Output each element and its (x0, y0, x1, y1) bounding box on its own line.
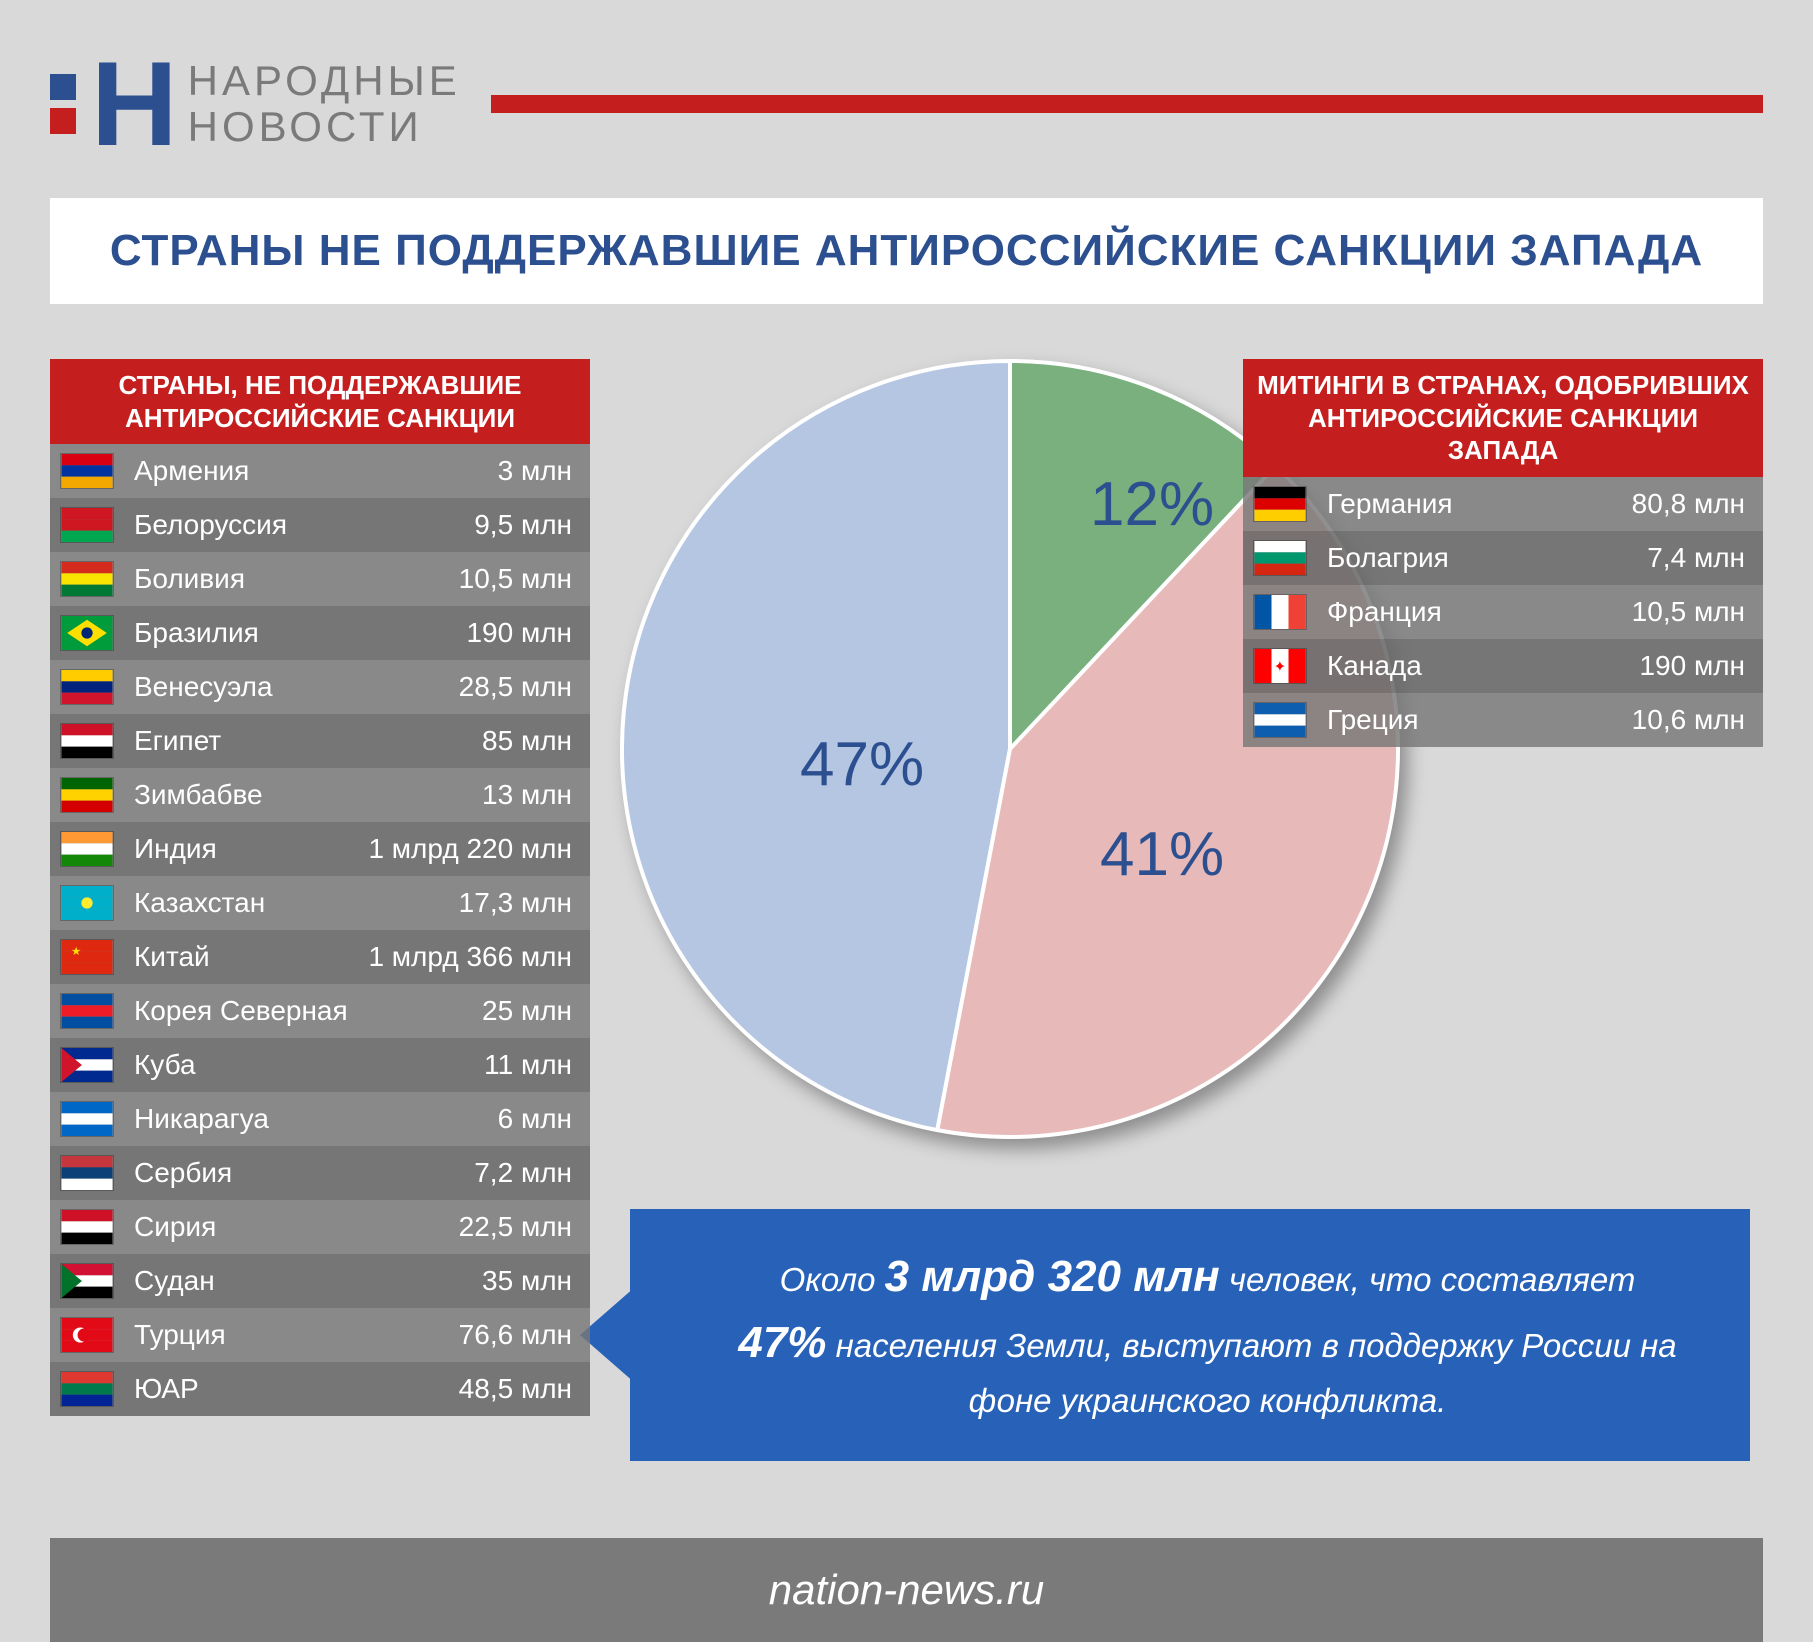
table-row: Египет85 млн (50, 714, 590, 768)
table-row: Корея Северная25 млн (50, 984, 590, 1038)
right-panel-header: МИТИНГИ В СТРАНАХ, ОДОБРИВШИХ АНТИРОССИЙ… (1243, 359, 1763, 477)
footer: nation-news.ru (50, 1538, 1763, 1642)
accent-bar (491, 95, 1763, 113)
table-row: Белоруссия9,5 млн (50, 498, 590, 552)
country-name: Зимбабве (134, 779, 482, 811)
country-value: 11 млн (484, 1049, 572, 1081)
country-name: Белоруссия (134, 509, 474, 541)
country-value: 10,5 млн (459, 563, 572, 595)
country-name: Казахстан (134, 887, 459, 919)
country-name: Сирия (134, 1211, 459, 1243)
country-name: Египет (134, 725, 482, 757)
table-row: Сербия7,2 млн (50, 1146, 590, 1200)
country-value: 6 млн (498, 1103, 572, 1135)
country-name: Болагрия (1327, 542, 1647, 574)
country-value: 80,8 млн (1632, 488, 1745, 520)
brand-line2: НОВОСТИ (188, 104, 461, 150)
country-name: Корея Северная (134, 995, 482, 1027)
country-name: Армения (134, 455, 498, 487)
country-name: Сербия (134, 1157, 474, 1189)
country-name: Судан (134, 1265, 482, 1297)
country-name: Куба (134, 1049, 484, 1081)
svg-text:★: ★ (71, 946, 81, 958)
pie-slice-label: 41% (1100, 819, 1224, 890)
country-value: 7,2 млн (474, 1157, 572, 1189)
header: Н НАРОДНЫЕ НОВОСТИ (0, 0, 1813, 198)
country-value: 25 млн (482, 995, 572, 1027)
country-value: 35 млн (482, 1265, 572, 1297)
table-row: ✦ Канада190 млн (1243, 639, 1763, 693)
country-name: ЮАР (134, 1373, 459, 1405)
left-panel: СТРАНЫ, НЕ ПОДДЕРЖАВШИЕ АНТИРОССИЙСКИЕ С… (50, 359, 590, 1416)
table-row: Греция10,6 млн (1243, 693, 1763, 747)
country-value: 10,6 млн (1632, 704, 1745, 736)
left-panel-header: СТРАНЫ, НЕ ПОДДЕРЖАВШИЕ АНТИРОССИЙСКИЕ С… (50, 359, 590, 444)
table-row: Индия1 млрд 220 млн (50, 822, 590, 876)
logo: Н НАРОДНЫЕ НОВОСТИ (50, 35, 461, 173)
table-row: Сирия22,5 млн (50, 1200, 590, 1254)
country-value: 10,5 млн (1632, 596, 1745, 628)
brand-line1: НАРОДНЫЕ (188, 58, 461, 104)
pie-slice-label: 47% (800, 729, 924, 800)
country-value: 85 млн (482, 725, 572, 757)
table-row: Зимбабве13 млн (50, 768, 590, 822)
right-panel: МИТИНГИ В СТРАНАХ, ОДОБРИВШИХ АНТИРОССИЙ… (1243, 359, 1763, 747)
table-row: Судан35 млн (50, 1254, 590, 1308)
country-name: Боливия (134, 563, 459, 595)
table-row: Германия80,8 млн (1243, 477, 1763, 531)
page-title: СТРАНЫ НЕ ПОДДЕРЖАВШИЕ АНТИРОССИЙСКИЕ СА… (50, 198, 1763, 304)
country-value: 17,3 млн (459, 887, 572, 919)
country-name: Венесуэла (134, 671, 459, 703)
table-row: Венесуэла28,5 млн (50, 660, 590, 714)
logo-letter: Н (91, 35, 173, 173)
table-row: Франция10,5 млн (1243, 585, 1763, 639)
country-value: 13 млн (482, 779, 572, 811)
country-value: 1 млрд 366 млн (368, 941, 572, 973)
left-rows: Армения3 млнБелоруссия9,5 млнБоливия10,5… (50, 444, 590, 1416)
table-row: Болагрия7,4 млн (1243, 531, 1763, 585)
country-name: Китай (134, 941, 368, 973)
country-name: Германия (1327, 488, 1632, 520)
main-area: 47% 12% 41% СТРАНЫ, НЕ ПОДДЕРЖАВШИЕ АНТИРО… (50, 339, 1763, 1489)
title-text: СТРАНЫ НЕ ПОДДЕРЖАВШИЕ АНТИРОССИЙСКИЕ СА… (110, 226, 1703, 275)
pie-slice-label: 12% (1090, 469, 1214, 540)
country-value: 28,5 млн (459, 671, 572, 703)
country-value: 7,4 млн (1647, 542, 1745, 574)
country-value: 190 млн (466, 617, 572, 649)
svg-text:✦: ✦ (1274, 658, 1287, 675)
country-name: Турция (134, 1319, 459, 1351)
country-name: Индия (134, 833, 368, 865)
country-value: 1 млрд 220 млн (368, 833, 572, 865)
country-value: 3 млн (498, 455, 572, 487)
table-row: Бразилия190 млн (50, 606, 590, 660)
table-row: Казахстан17,3 млн (50, 876, 590, 930)
table-row: Куба11 млн (50, 1038, 590, 1092)
country-value: 9,5 млн (474, 509, 572, 541)
country-name: Греция (1327, 704, 1632, 736)
country-name: Канада (1327, 650, 1639, 682)
right-rows: Германия80,8 млнБолагрия7,4 млнФранция10… (1243, 477, 1763, 747)
country-name: Франция (1327, 596, 1632, 628)
country-value: 48,5 млн (459, 1373, 572, 1405)
table-row: Турция76,6 млн (50, 1308, 590, 1362)
callout: Около 3 млрд 320 млн человек, что состав… (630, 1209, 1750, 1461)
table-row: ★ Китай1 млрд 366 млн (50, 930, 590, 984)
table-row: Никарагуа6 млн (50, 1092, 590, 1146)
country-value: 22,5 млн (459, 1211, 572, 1243)
logo-squares-icon (50, 74, 76, 134)
country-value: 190 млн (1639, 650, 1745, 682)
country-name: Бразилия (134, 617, 466, 649)
logo-text: НАРОДНЫЕ НОВОСТИ (188, 58, 461, 150)
country-name: Никарагуа (134, 1103, 498, 1135)
table-row: Боливия10,5 млн (50, 552, 590, 606)
table-row: ЮАР48,5 млн (50, 1362, 590, 1416)
country-value: 76,6 млн (459, 1319, 572, 1351)
table-row: Армения3 млн (50, 444, 590, 498)
